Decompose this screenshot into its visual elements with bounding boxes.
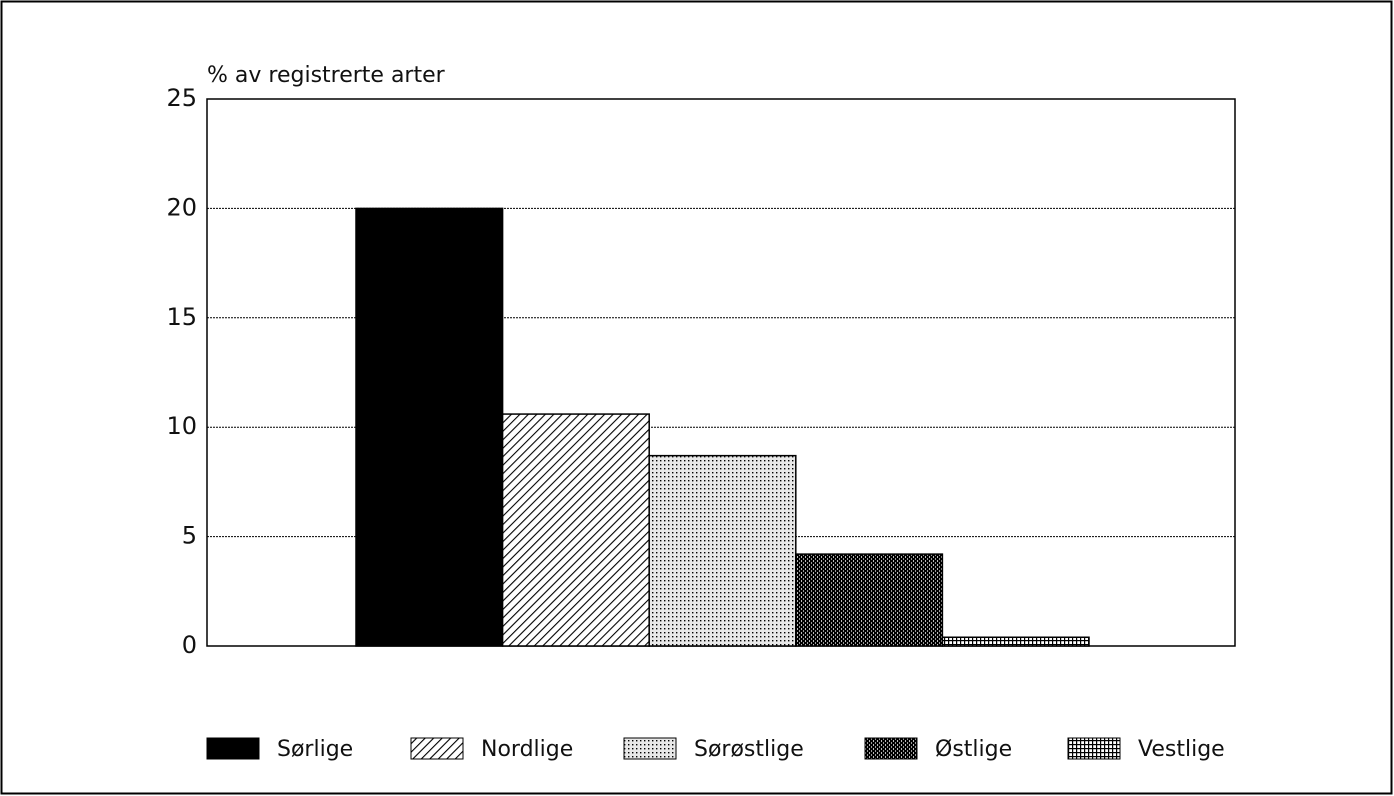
bar (355, 207, 504, 647)
y-tick-label: 10 (166, 412, 197, 440)
y-tick-label: 0 (182, 631, 197, 659)
legend-label: Sørlige (277, 737, 353, 762)
y-tick-label: 5 (182, 522, 197, 550)
legend-swatch (410, 737, 464, 760)
bar (648, 454, 797, 647)
y-tick-label: 25 (166, 84, 197, 112)
legend-swatch (864, 737, 918, 760)
y-axis-label: % av registrerte arter (207, 63, 446, 88)
bar (795, 553, 944, 647)
legend-swatch (206, 737, 260, 760)
legend-label: Østlige (935, 737, 1012, 762)
legend-label: Nordlige (481, 737, 573, 762)
legend-label: Vestlige (1138, 737, 1225, 762)
y-tick-label: 20 (166, 193, 197, 221)
y-tick-label: 15 (166, 303, 197, 331)
bar (941, 636, 1090, 647)
bar (501, 413, 650, 647)
legend-swatch (623, 737, 677, 760)
legend-swatch (1067, 737, 1121, 760)
legend-label: Sørøstlige (694, 737, 804, 762)
